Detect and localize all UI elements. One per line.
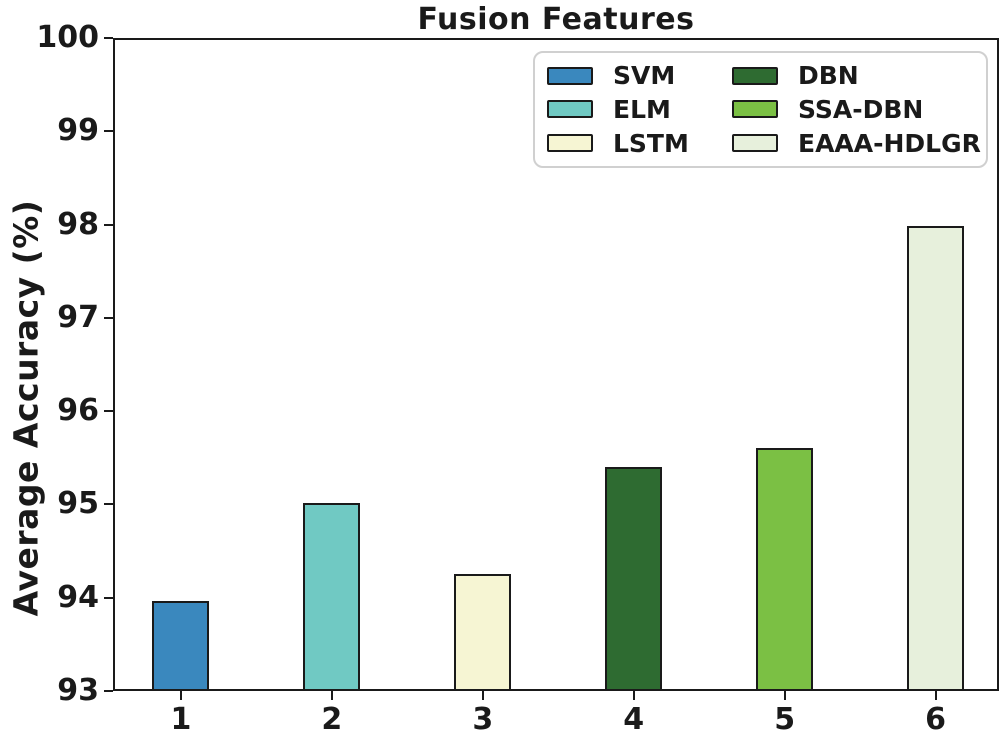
legend-swatch-icon (732, 66, 778, 85)
x-tick-mark (179, 691, 182, 700)
x-tick-mark (783, 691, 786, 700)
legend-label: DBN (798, 61, 859, 91)
bar (907, 226, 965, 691)
bar (605, 467, 663, 691)
y-tick-label: 98 (57, 206, 99, 242)
x-tick-label: 4 (623, 702, 645, 733)
y-tick-mark (104, 410, 113, 413)
x-tick-label: 1 (170, 702, 192, 733)
legend-label: ELM (613, 94, 671, 124)
legend-item: ELM (547, 95, 732, 124)
y-tick-label: 99 (57, 113, 99, 149)
y-tick-label: 94 (57, 579, 99, 615)
legend-swatch-icon (732, 100, 778, 119)
x-tick-mark (632, 691, 635, 700)
legend-label: SVM (613, 61, 676, 91)
legend-swatch-icon (732, 134, 778, 153)
y-tick-mark (104, 37, 113, 39)
y-tick-mark (104, 316, 113, 319)
x-tick-label: 6 (925, 702, 947, 733)
x-tick-label: 2 (321, 702, 343, 733)
bar (756, 447, 814, 691)
legend-item: SVM (547, 61, 732, 90)
legend-item: EAAA-HDLGR (732, 129, 981, 158)
x-tick-mark (481, 691, 484, 700)
legend-label: EAAA-HDLGR (798, 128, 981, 158)
y-tick-mark (104, 223, 113, 226)
x-tick-mark (330, 691, 333, 700)
legend-item: DBN (732, 61, 981, 90)
y-tick-mark (104, 690, 113, 692)
bar (454, 574, 512, 691)
y-tick-label: 100 (36, 20, 99, 55)
y-tick-label: 95 (57, 486, 99, 522)
bar (303, 502, 361, 691)
x-tick-label: 5 (774, 702, 796, 733)
legend-item: SSA-DBN (732, 95, 981, 124)
legend-item: LSTM (547, 129, 732, 158)
legend: SVM ELM LSTM DBN SSA-DBN EAAA-HDLGR (533, 51, 988, 168)
y-tick-label: 93 (57, 673, 99, 708)
legend-swatch-icon (547, 66, 593, 85)
legend-swatch-icon (547, 100, 593, 119)
y-tick-label: 96 (57, 393, 99, 429)
y-tick-mark (104, 503, 113, 506)
legend-label: LSTM (613, 128, 689, 158)
x-tick-mark (934, 691, 937, 700)
chart-title: Fusion Features (417, 2, 695, 37)
legend-swatch-icon (547, 134, 593, 153)
y-tick-label: 97 (57, 299, 99, 335)
y-tick-mark (104, 130, 113, 133)
y-tick-mark (104, 596, 113, 599)
x-tick-label: 3 (472, 702, 494, 733)
bar (152, 600, 210, 691)
legend-label: SSA-DBN (798, 94, 924, 124)
